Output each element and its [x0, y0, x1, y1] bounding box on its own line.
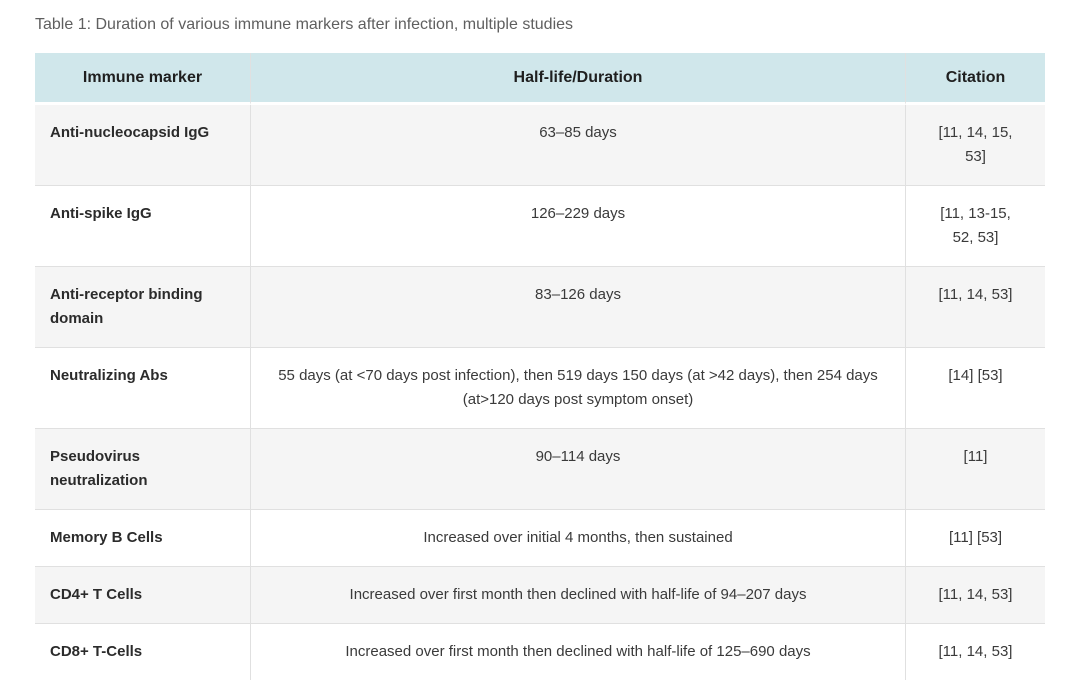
duration-cell: 126–229 days — [250, 185, 905, 266]
table-row: Anti-nucleocapsid IgG 63–85 days [11, 14, … — [35, 105, 1045, 185]
citation-cell: [11, 14, 15, 53] — [905, 105, 1045, 185]
marker-cell: CD4+ T Cells — [35, 566, 250, 623]
citation-cell: [11, 14, 53] — [905, 266, 1045, 347]
duration-cell: Increased over initial 4 months, then su… — [250, 509, 905, 566]
citation-cell: [11] — [905, 428, 1045, 509]
table-row: Neutralizing Abs 55 days (at <70 days pos… — [35, 347, 1045, 428]
citation-cell: [11, 14, 53] — [905, 566, 1045, 623]
header-row: Immune marker Half-life/Duration Citatio… — [35, 53, 1045, 105]
marker-cell: Anti-nucleocapsid IgG — [50, 124, 210, 141]
table-header: Immune marker Half-life/Duration Citatio… — [35, 53, 1045, 105]
immune-markers-table: Immune marker Half-life/Duration Citatio… — [35, 53, 1045, 680]
marker-cell: Memory B Cells — [35, 509, 250, 566]
marker-cell: Pseudovirus neutralization — [35, 428, 250, 509]
table-row: Pseudovirus neutralization 90–114 days [11… — [35, 428, 1045, 509]
marker-cell: Neutralizing Abs — [35, 347, 250, 428]
table-caption: Table 1: Duration of various immune mark… — [35, 16, 574, 33]
duration-cell: 83–126 days — [250, 266, 905, 347]
marker-cell: Anti-spike IgG — [35, 185, 250, 266]
marker-cell: Anti-receptor binding domain — [35, 266, 250, 347]
duration-cell: Increased over first month then declined… — [250, 623, 905, 680]
table-row: CD4+ T Cells Increased over first month t… — [35, 566, 1045, 623]
table-row: Anti-spike IgG 126–229 days [11, 13-15, 52… — [35, 185, 1045, 266]
table-row: CD8+ T-Cells Increased over first month t… — [35, 623, 1045, 680]
citation-cell: [11] [53] — [905, 509, 1045, 566]
marker-cell: CD8+ T-Cells — [35, 623, 250, 680]
column-header-half-life-duration: Half-life/Duration — [250, 53, 905, 105]
citation-cell: [14] [53] — [905, 347, 1045, 428]
column-header-immune-marker: Immune marker — [35, 53, 250, 105]
duration-cell: 90–114 days — [250, 428, 905, 509]
citation-cell: [11, 13-15, 52, 53] — [905, 185, 1045, 266]
duration-cell: 63–85 days — [250, 105, 905, 185]
column-header-citation: Citation — [905, 53, 1045, 105]
duration-cell: Increased over first month then declined… — [250, 566, 905, 623]
duration-cell: 55 days (at <70 days post infection), th… — [250, 347, 905, 428]
citation-cell: [11, 14, 53] — [905, 623, 1045, 680]
table-body: Anti-nucleocapsid IgG 63–85 days [11, 14, … — [35, 105, 1045, 680]
table-row: Memory B Cells Increased over initial 4 m… — [35, 509, 1045, 566]
table-row: Anti-receptor binding domain 83–126 days[… — [35, 266, 1045, 347]
